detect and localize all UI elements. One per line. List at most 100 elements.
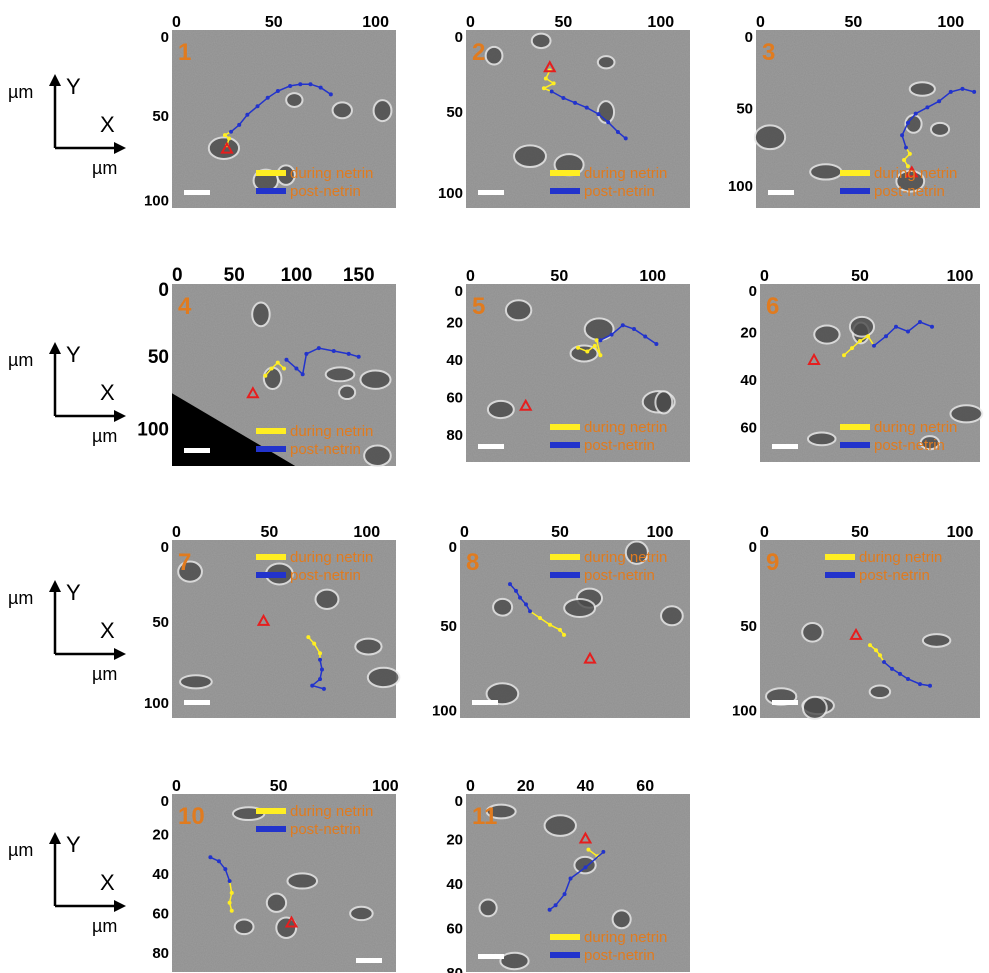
x-arrow-head xyxy=(114,648,126,660)
legend-swatch-during xyxy=(825,554,855,560)
y-tick-label: 100 xyxy=(438,185,463,202)
during-track-point xyxy=(538,615,542,620)
post-track-point xyxy=(319,667,324,672)
during-track-point xyxy=(594,338,599,343)
y-unit-label: µm xyxy=(8,588,33,608)
target-marker xyxy=(519,398,533,411)
post-track-point xyxy=(643,334,648,339)
y-axis-label: Y xyxy=(66,342,81,367)
scale-bar xyxy=(478,444,504,449)
cell-body xyxy=(563,597,597,618)
x-tick-label: 50 xyxy=(265,14,283,31)
during-track-point xyxy=(874,648,878,653)
y-tick-label: 0 xyxy=(745,29,753,46)
y-arrow-head xyxy=(49,832,61,844)
cell-body xyxy=(530,32,552,50)
x-tick-label: 0 xyxy=(760,524,769,541)
post-track-point xyxy=(898,671,902,676)
during-track-point xyxy=(275,360,280,365)
post-track-point xyxy=(623,136,628,141)
cell-body xyxy=(543,814,577,837)
legend-swatch-post xyxy=(256,572,286,578)
during-track-point xyxy=(227,136,232,141)
legend-swatch-post xyxy=(550,188,580,194)
cell-body xyxy=(286,872,319,890)
post-track-point xyxy=(514,588,518,593)
y-tick-label: 0 xyxy=(158,280,169,301)
cell-body xyxy=(848,315,876,338)
y-tick-label: 50 xyxy=(152,614,169,631)
cell-body xyxy=(262,366,283,390)
cell-body xyxy=(359,369,392,390)
micrograph-texture xyxy=(466,794,690,972)
y-tick-label: 0 xyxy=(161,539,169,556)
y-tick-label: 20 xyxy=(446,314,463,331)
x-axis-label: X xyxy=(100,870,115,895)
x-tick-label: 0 xyxy=(172,524,181,541)
legend-label-during: during netrin xyxy=(290,165,373,182)
legend-swatch-during xyxy=(840,170,870,176)
y-tick-label: 100 xyxy=(728,178,753,195)
during-track-point xyxy=(907,151,912,156)
cell-body xyxy=(366,666,401,689)
during-track-point xyxy=(541,86,546,91)
cell-body xyxy=(513,144,547,169)
panel-number: 2 xyxy=(472,39,485,66)
x-tick-label: 50 xyxy=(851,268,869,285)
micrograph-texture xyxy=(172,794,396,972)
legend-label-during: during netrin xyxy=(584,419,667,436)
post-track xyxy=(600,324,657,345)
post-track-point xyxy=(321,686,326,691)
y-tick-label: 60 xyxy=(152,906,169,923)
during-track-point xyxy=(227,900,232,905)
post-track-point xyxy=(900,133,905,138)
x-tick-label: 100 xyxy=(362,14,389,31)
cell-body xyxy=(921,633,952,648)
x-tick-label: 100 xyxy=(353,524,380,541)
y-tick-label: 50 xyxy=(152,108,169,125)
panel-number: 11 xyxy=(472,803,497,830)
cell-body xyxy=(338,384,357,401)
post-track-point xyxy=(960,86,965,91)
x-tick-label: 100 xyxy=(372,778,399,795)
x-arrow-head xyxy=(114,142,126,154)
post-track-point xyxy=(872,343,876,348)
cell-body xyxy=(929,121,951,137)
during-track-point xyxy=(263,373,268,378)
during-track-point xyxy=(585,349,590,354)
post-track-point xyxy=(905,120,910,125)
post-track-point xyxy=(632,326,636,331)
during-track-point xyxy=(562,632,566,637)
micrograph-texture xyxy=(466,30,690,208)
post-track-point xyxy=(573,100,578,105)
x-tick-label: 50 xyxy=(851,524,869,541)
cell-body xyxy=(285,92,304,108)
x-tick-label: 0 xyxy=(460,524,469,541)
x-tick-label: 0 xyxy=(466,268,475,285)
target-marker xyxy=(849,627,863,640)
post-track-point xyxy=(894,324,898,329)
cell-body xyxy=(624,540,649,565)
y-tick-label: 40 xyxy=(446,352,463,369)
post-track-point xyxy=(903,145,908,150)
legend-label-post: post-netrin xyxy=(859,567,930,584)
legend-swatch-post xyxy=(840,442,870,448)
post-track-point xyxy=(318,677,323,682)
legend-label-during: during netrin xyxy=(290,423,373,440)
y-unit-label: µm xyxy=(8,840,33,860)
x-tick-label: 0 xyxy=(760,268,769,285)
y-tick-label: 40 xyxy=(740,372,757,389)
cell-body xyxy=(919,435,941,451)
cell-body xyxy=(806,431,837,447)
cell-body xyxy=(611,909,632,930)
scale-bar xyxy=(772,700,798,705)
legend-label-post: post-netrin xyxy=(584,437,655,454)
post-track-point xyxy=(596,112,601,117)
during-track-point xyxy=(306,635,311,640)
cell-body xyxy=(372,99,393,123)
